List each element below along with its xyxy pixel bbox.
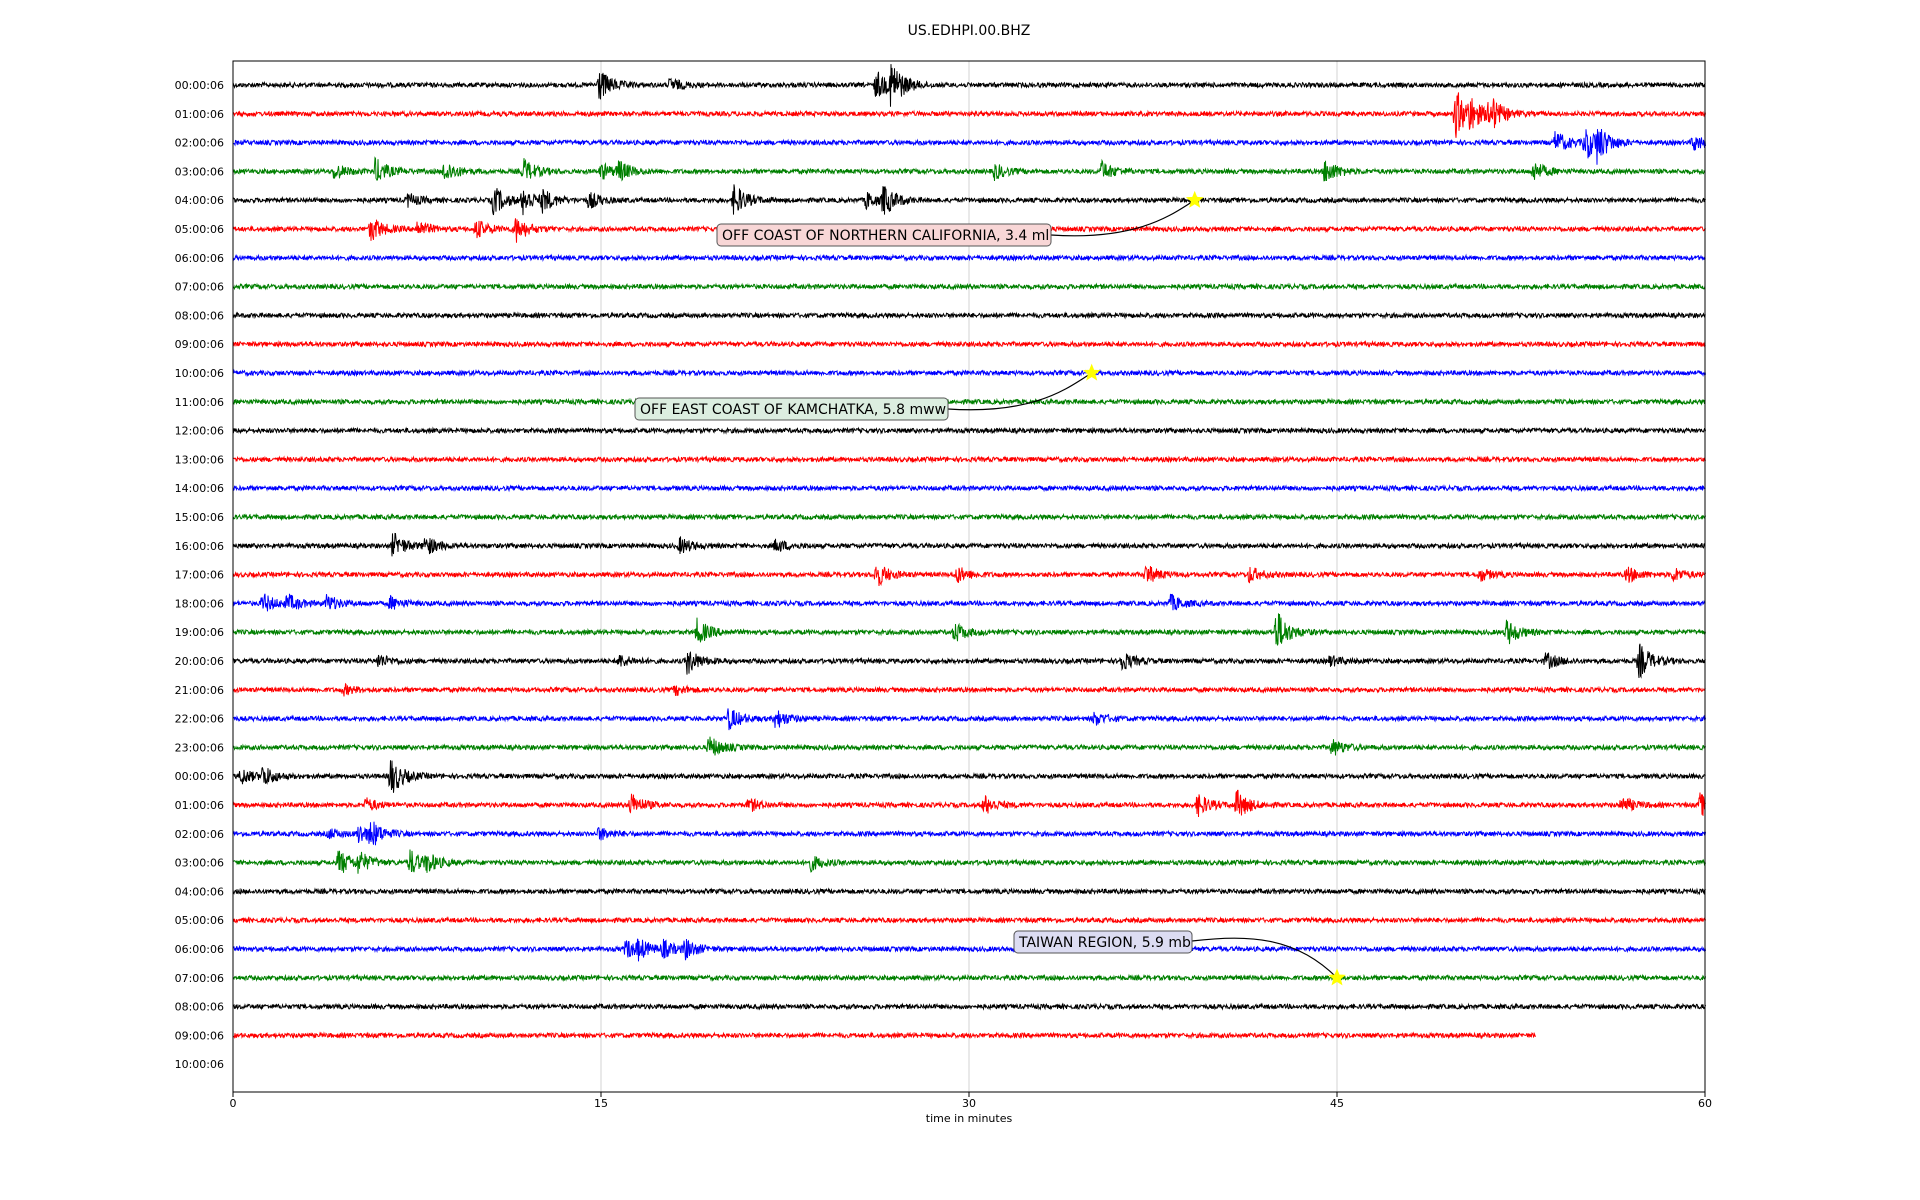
trace-time-label: 05:00:06 [175,223,224,236]
event-star-marker [1082,363,1101,381]
trace-time-label: 10:00:06 [175,367,224,380]
annotation-box [1013,930,1193,954]
trace-line [232,397,1706,406]
trace-time-label: 03:00:06 [175,857,224,870]
chart-title: US.EDHPI.00.BHZ [908,23,1031,39]
trace-time-label: 17:00:06 [175,569,224,582]
trace-time-label: 16:00:06 [175,540,224,553]
annotation-label: OFF EAST COAST OF KAMCHATKA, 5.8 mww [640,402,946,418]
trace-time-label: 15:00:06 [175,511,224,524]
trace-time-label: 22:00:06 [175,713,224,726]
trace-line [232,973,1706,982]
trace-time-label: 18:00:06 [175,597,224,610]
annotation-connector [1191,937,1338,979]
annotation-connector [1050,199,1196,237]
trace-line [232,282,1706,291]
trace-line [232,915,1706,925]
trace-time-label: 10:00:06 [175,1058,224,1071]
trace-line [232,64,1706,107]
trace-line [232,368,1706,378]
trace-time-label: 23:00:06 [175,741,224,754]
trace-line [232,760,1706,793]
trace-line [232,128,1706,165]
trace-line [232,736,1706,756]
trace-line [232,484,1706,493]
annotation-connector [947,372,1092,411]
x-tick-label: 60 [1698,1097,1712,1110]
x-tick-label: 45 [1330,1097,1344,1110]
trace-time-label: 06:00:06 [175,943,224,956]
trace-time-label: 08:00:06 [175,1001,224,1014]
annotation-label: TAIWAN REGION, 5.9 mb [1018,935,1191,951]
annotation-box [716,223,1052,247]
trace-line [232,92,1706,138]
trace-time-label: 04:00:06 [175,194,224,207]
trace-time-label: 01:00:06 [175,108,224,121]
x-axis-ticks: 0 15 30 45 60 [230,1092,1712,1110]
event-star-marker [1185,190,1204,208]
trace-line [232,613,1706,646]
trace-line [232,938,1706,962]
annotation-box [634,397,949,421]
trace-time-label: 01:00:06 [175,799,224,812]
trace-time-label: 19:00:06 [175,626,224,639]
trace-line [232,708,1706,731]
trace-time-label: 12:00:06 [175,425,224,438]
trace-line [232,455,1706,464]
trace-time-label: 02:00:06 [175,137,224,150]
event-star-marker [1328,968,1346,986]
trace-line [232,1002,1706,1011]
trace-line [232,849,1706,874]
trace-time-label: 06:00:06 [175,252,224,265]
trace-time-label: 07:00:06 [175,281,224,294]
trace-line [232,339,1706,349]
trace-line [232,565,1706,587]
trace-time-label: 08:00:06 [175,309,224,322]
trace-time-label: 03:00:06 [175,165,224,178]
trace-line [232,643,1706,679]
event-annotation: TAIWAN REGION, 5.9 mb [1013,930,1346,986]
trace-line [232,532,1706,557]
trace-line [232,1031,1536,1040]
x-tick-label: 0 [230,1097,237,1110]
annotation-label: OFF COAST OF NORTHERN CALIFORNIA, 3.4 ml [722,228,1049,244]
trace-time-label: 00:00:06 [175,770,224,783]
trace-time-label: 20:00:06 [175,655,224,668]
trace-line [232,593,1706,612]
trace-time-labels: 00:00:06 01:00:06 02:00:06 03:00:06 04:00:06… [175,79,224,1071]
trace-line [232,426,1706,435]
event-annotation: OFF COAST OF NORTHERN CALIFORNIA, 3.4 ml [716,190,1204,247]
trace-line [232,156,1706,182]
trace-time-label: 05:00:06 [175,914,224,927]
x-tick-label: 15 [594,1097,608,1110]
trace-time-label: 11:00:06 [175,396,224,409]
trace-time-label: 04:00:06 [175,885,224,898]
event-annotation: OFF EAST COAST OF KAMCHATKA, 5.8 mww [634,363,1101,421]
trace-line [232,512,1706,522]
trace-lines [232,64,1706,1040]
trace-time-label: 21:00:06 [175,684,224,697]
trace-line [232,184,1706,216]
trace-time-label: 14:00:06 [175,482,224,495]
trace-line [232,789,1706,818]
event-annotations: OFF COAST OF NORTHERN CALIFORNIA, 3.4 ml… [634,190,1346,986]
trace-line [232,311,1706,320]
trace-time-label: 00:00:06 [175,79,224,92]
trace-line [232,682,1706,697]
trace-time-label: 13:00:06 [175,453,224,466]
trace-line [232,887,1706,896]
x-tick-label: 30 [962,1097,976,1110]
trace-time-label: 09:00:06 [175,1029,224,1042]
trace-line [232,821,1706,846]
trace-time-label: 09:00:06 [175,338,224,351]
trace-line [232,253,1706,262]
trace-time-label: 02:00:06 [175,828,224,841]
trace-time-label: 07:00:06 [175,972,224,985]
x-axis-label: time in minutes [926,1112,1013,1125]
